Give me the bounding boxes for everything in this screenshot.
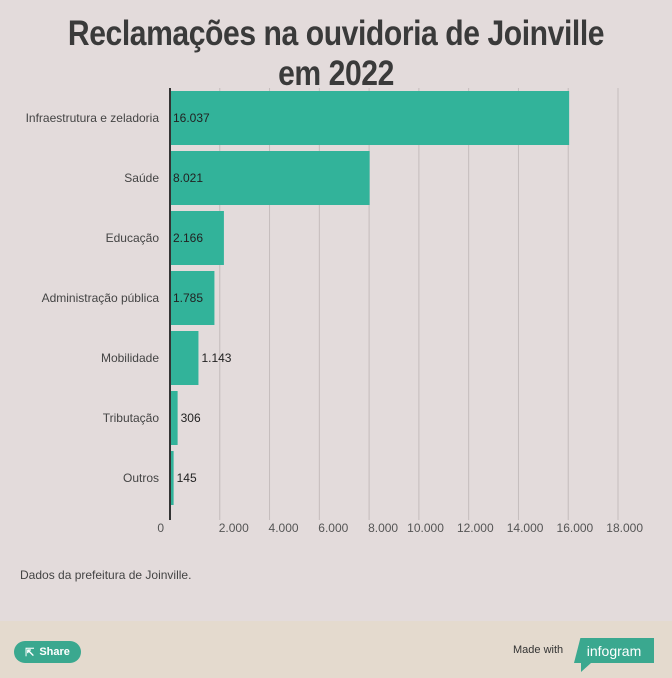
infogram-logo-tail [581,663,591,672]
x-tick-label: 4.000 [269,521,299,535]
value-label: 1.143 [201,351,231,365]
category-label: Tributação [103,411,160,425]
x-tick-label: 2.000 [219,521,249,535]
value-label: 1.785 [173,291,203,305]
x-tick-label: 6.000 [318,521,348,535]
x-tick-label: 14.000 [507,521,544,535]
x-tick-label: 0 [157,521,164,535]
value-label: 306 [181,411,201,425]
x-tick-label: 16.000 [557,521,594,535]
bar[interactable] [170,271,215,325]
value-label: 2.166 [173,231,203,245]
bar[interactable] [170,91,570,145]
category-label: Infraestrutura e zeladoria [26,111,160,125]
x-tick-label: 18.000 [606,521,643,535]
share-button[interactable]: ⇱ Share [14,641,81,663]
made-with-label: Made with [513,644,564,656]
category-label: Administração pública [42,291,160,305]
value-label: 145 [177,471,197,485]
category-label: Outros [123,471,159,485]
bar[interactable] [170,451,174,505]
bar[interactable] [170,391,178,445]
category-label: Educação [106,231,160,245]
footer: ⇱ Share Made with infogram [0,621,672,678]
bar-chart: 0 2.000 4.000 6.000 8.000 10.000 12.000 14.000 1… [26,88,643,535]
x-tick-label: 12.000 [457,521,494,535]
x-tick-label: 8.000 [368,521,398,535]
share-icon: ⇱ [25,646,35,659]
chart-title: Reclamações na ouvidoria de Joinville em… [67,14,605,93]
x-tick-label: 10.000 [407,521,444,535]
value-label: 16.037 [173,111,210,125]
share-label: Share [39,646,70,658]
bar[interactable] [170,151,370,205]
infogram-logo[interactable]: infogram [574,638,654,663]
source-note: Dados da prefeitura de Joinville. [20,568,192,582]
category-label: Saúde [124,171,159,185]
category-label: Mobilidade [101,351,159,365]
bar[interactable] [170,331,199,385]
bar[interactable] [170,211,224,265]
value-label: 8.021 [173,171,203,185]
